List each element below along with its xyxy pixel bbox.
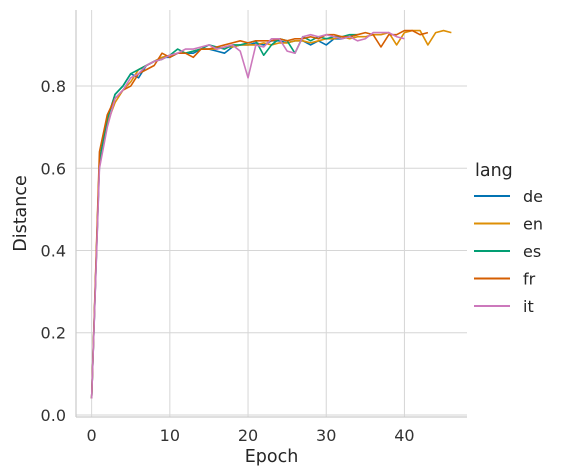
tick-labels: 0 10 20 30 40 0.0 0.2 0.4 0.6 0.8 [41, 77, 415, 445]
x-tick-label: 0 [87, 426, 97, 445]
x-tick-label: 10 [160, 426, 180, 445]
legend-label-es: es [523, 242, 541, 261]
series-lines [90, 29, 452, 399]
legend-label-en: en [523, 215, 543, 234]
legend-title: lang [475, 161, 513, 181]
x-tick-label: 30 [316, 426, 336, 445]
axis-spines [75, 10, 467, 418]
series-line-es [90, 33, 358, 399]
legend-label-it: it [523, 297, 534, 316]
series-line-de [90, 33, 358, 399]
y-tick-label: 0.8 [41, 77, 66, 96]
series-line-it [90, 31, 405, 399]
x-tick-label: 20 [238, 426, 258, 445]
legend: lang de en es fr it [474, 161, 543, 316]
legend-label-fr: fr [523, 270, 536, 289]
y-tick-label: 0.6 [41, 159, 66, 178]
x-axis-label: Epoch [245, 447, 299, 467]
x-tick-label: 40 [394, 426, 414, 445]
y-tick-label: 0.2 [41, 324, 66, 343]
y-tick-label: 0.0 [41, 406, 66, 425]
legend-label-de: de [523, 187, 543, 206]
y-tick-label: 0.4 [41, 242, 66, 261]
y-axis-label: Distance [11, 175, 31, 252]
